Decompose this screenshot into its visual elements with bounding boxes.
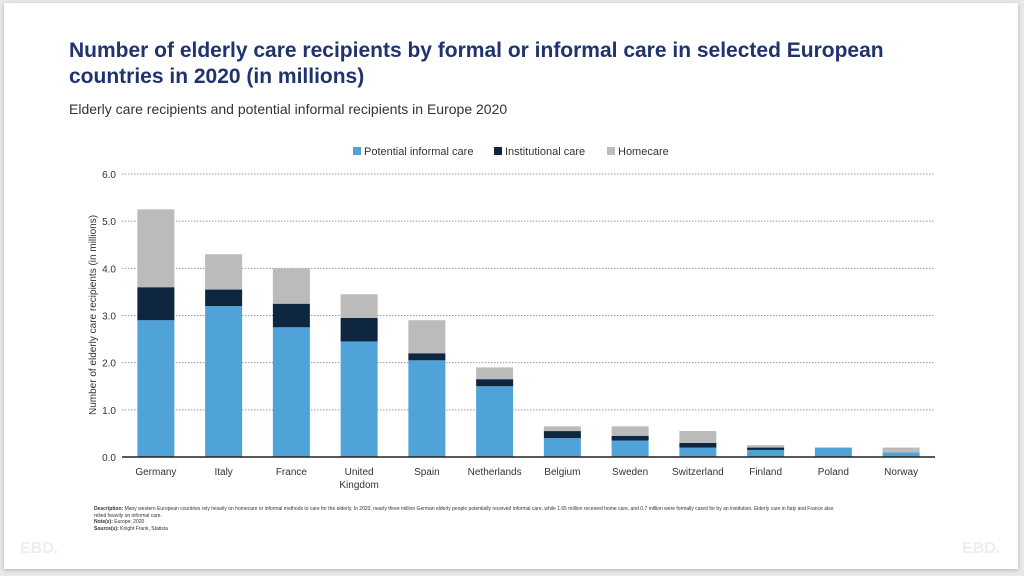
x-tick-label: Netherlands <box>468 467 522 478</box>
bar-segment <box>340 341 378 457</box>
y-tick-label: 2.0 <box>102 359 116 370</box>
legend-label: Institutional care <box>505 146 585 158</box>
bar-segment <box>543 426 581 432</box>
bar-segment <box>611 426 649 436</box>
y-tick-label: 5.0 <box>102 217 116 228</box>
chart-subtitle: Elderly care recipients and potential in… <box>69 101 508 117</box>
bar-segment <box>205 289 243 307</box>
bar-segment <box>747 447 785 450</box>
bar-segment <box>747 445 785 448</box>
x-tick-label: Sweden <box>612 467 648 478</box>
note-text: Europe; 2020 <box>114 519 145 525</box>
x-tick-label: Spain <box>414 467 440 478</box>
y-tick-label: 3.0 <box>102 312 116 323</box>
bar-segment <box>679 447 717 457</box>
bar-segment <box>611 440 649 457</box>
x-tick-label: Kingdom <box>339 480 378 491</box>
bar-segment <box>137 287 175 321</box>
logo-left: EBD. <box>20 540 59 557</box>
bar-segment <box>137 320 175 457</box>
bar-segment <box>205 254 243 290</box>
bar-segment <box>747 449 785 457</box>
bar-segment <box>205 306 243 457</box>
description-text: Many western European countries rely hea… <box>94 506 834 519</box>
y-tick-label: 4.0 <box>102 264 116 275</box>
footnotes: Description: Many western European count… <box>94 506 834 532</box>
bar-segment <box>408 360 446 457</box>
x-tick-label: Switzerland <box>672 467 724 478</box>
bar-segment <box>543 438 581 457</box>
bar-segment <box>543 431 581 439</box>
x-tick-label: Belgium <box>544 467 580 478</box>
bar-segment <box>272 327 310 457</box>
bar-segment <box>476 379 514 387</box>
x-tick-label: Italy <box>214 467 232 478</box>
bar-segment <box>340 317 378 342</box>
source-label: Source(s): <box>94 525 119 532</box>
bar-segment <box>137 209 175 288</box>
bar-segment <box>408 353 446 361</box>
legend-label: Homecare <box>618 146 669 158</box>
bar-segment <box>476 386 514 457</box>
bar-segment <box>408 320 446 354</box>
bar-segment <box>679 442 717 448</box>
bar-segment <box>679 431 717 443</box>
bar-segment <box>272 303 310 328</box>
legend-swatch <box>494 147 502 155</box>
bar-segment <box>272 268 310 304</box>
bar-segment <box>340 294 378 318</box>
bar-segment <box>882 452 920 457</box>
legend-swatch <box>353 147 361 155</box>
legend-swatch <box>607 147 615 155</box>
x-tick-label: France <box>276 467 308 478</box>
x-tick-label: Finland <box>749 467 782 478</box>
x-tick-label: United <box>345 467 374 478</box>
x-tick-label: Norway <box>884 467 918 478</box>
note-label: Note(s): <box>94 519 113 525</box>
x-tick-label: Germany <box>135 467 176 478</box>
logo-right: EBD. <box>962 540 1001 557</box>
y-tick-label: 0.0 <box>102 453 116 464</box>
source-text: Knight Frank, Statista <box>120 525 168 532</box>
y-tick-label: 6.0 <box>102 170 116 181</box>
bar-segment <box>882 447 920 453</box>
chart-title: Number of elderly care recipients by for… <box>69 39 884 88</box>
y-axis-label: Number of elderly care recipients (in mi… <box>88 215 99 415</box>
y-tick-label: 1.0 <box>102 406 116 417</box>
bar-segment <box>476 367 514 380</box>
description-label: Description: <box>94 506 124 512</box>
legend-label: Potential informal care <box>364 146 473 158</box>
x-tick-label: Poland <box>818 467 849 478</box>
bar-segment <box>611 435 649 441</box>
bar-segment <box>814 447 852 457</box>
